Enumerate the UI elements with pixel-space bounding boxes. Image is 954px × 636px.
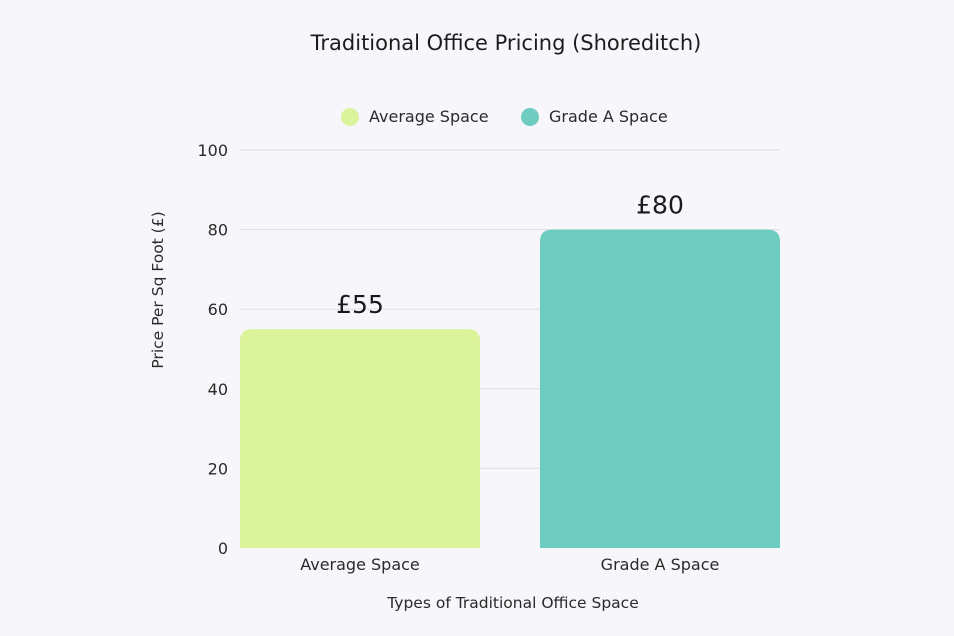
data-labels: £55 £80 [336, 191, 684, 320]
chart-title: Traditional Office Pricing (Shoreditch) [310, 31, 702, 55]
x-tick-label-average-space: Average Space [300, 555, 420, 574]
y-axis-title: Price Per Sq Foot (£) [149, 211, 167, 368]
y-tick-label-40: 40 [208, 380, 228, 399]
legend-label-average-space: Average Space [369, 107, 489, 126]
y-tick-label-80: 80 [208, 221, 228, 240]
x-tick-label-grade-a-space: Grade A Space [601, 555, 720, 574]
x-axis-title: Types of Traditional Office Space [386, 594, 639, 612]
y-axis-ticks: 0 20 40 60 80 100 [197, 141, 228, 558]
bars [240, 229, 780, 548]
bar-grade-a-space [540, 229, 780, 548]
bar-average-space [240, 329, 480, 548]
legend-label-grade-a-space: Grade A Space [549, 107, 668, 126]
legend-swatch-grade-a-space [521, 108, 539, 126]
y-tick-label-0: 0 [218, 539, 228, 558]
data-label-average-space: £55 [336, 290, 384, 319]
x-axis-ticks: Average Space Grade A Space [300, 555, 719, 574]
y-tick-label-60: 60 [208, 300, 228, 319]
legend-swatch-average-space [341, 108, 359, 126]
y-tick-label-20: 20 [208, 459, 228, 478]
legend: Average Space Grade A Space [341, 107, 668, 126]
y-tick-label-100: 100 [197, 141, 228, 160]
data-label-grade-a-space: £80 [636, 191, 684, 220]
